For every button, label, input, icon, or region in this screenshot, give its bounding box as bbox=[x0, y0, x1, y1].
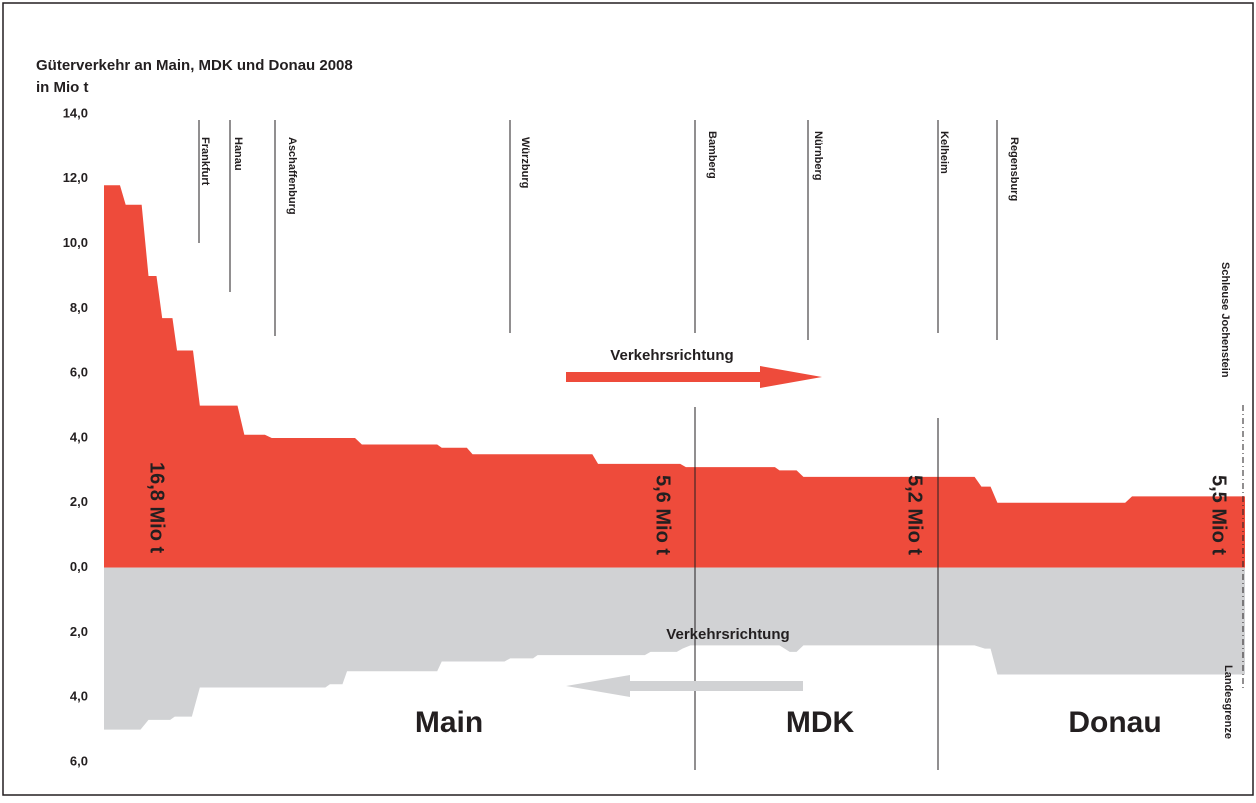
border-label: Landesgrenze bbox=[1222, 665, 1234, 739]
y-tick-label: 6,0 bbox=[70, 753, 88, 768]
arrow-left bbox=[566, 675, 803, 697]
direction-label: Verkehrsrichtung bbox=[610, 347, 733, 364]
y-tick-label: 14,0 bbox=[63, 105, 88, 120]
city-label: Regensburg bbox=[1008, 137, 1020, 201]
lock-label: Schleuse Jochenstein bbox=[1219, 262, 1231, 378]
flow-label: 5,2 Mio t bbox=[904, 475, 926, 555]
overlay: Frankfurt Hanau Aschaffenburg Würzburg B… bbox=[146, 120, 1244, 770]
y-tick-label: 6,0 bbox=[70, 365, 88, 380]
city-label: Nürnberg bbox=[812, 131, 824, 181]
arrow-right bbox=[566, 366, 822, 388]
city-label: Kelheim bbox=[938, 131, 950, 174]
section-label: MDK bbox=[786, 706, 855, 739]
plot: 14,0 12,0 10,0 8,0 6,0 4,0 2,0 0,0 2,0 4,0 6,0 bbox=[63, 105, 1245, 768]
flow-label: 16,8 Mio t bbox=[146, 462, 168, 553]
y-tick-label: 2,0 bbox=[70, 494, 88, 509]
city-label: Bamberg bbox=[706, 131, 718, 179]
city-label: Hanau bbox=[232, 137, 244, 171]
city-label: Würzburg bbox=[519, 137, 531, 188]
section-label: Main bbox=[415, 706, 483, 739]
y-tick-label: 10,0 bbox=[63, 235, 88, 250]
area bbox=[104, 567, 1245, 730]
direction-label: Verkehrsrichtung bbox=[666, 626, 789, 643]
y-tick-label: 8,0 bbox=[70, 300, 88, 315]
city-label: Frankfurt bbox=[199, 137, 211, 186]
area bbox=[104, 185, 1245, 568]
flow-label: 5,5 Mio t bbox=[1208, 475, 1230, 555]
y-tick-label: 4,0 bbox=[70, 689, 88, 704]
y-tick-label: 12,0 bbox=[63, 170, 88, 185]
y-tick-label: 4,0 bbox=[70, 429, 88, 444]
flow-label: 5,6 Mio t bbox=[652, 475, 674, 555]
chart-subtitle: in Mio t bbox=[36, 79, 89, 96]
y-tick-label: 2,0 bbox=[70, 624, 88, 639]
chart-title: Güterverkehr an Main, MDK und Donau 2008 bbox=[36, 57, 353, 74]
city-label: Aschaffenburg bbox=[286, 137, 298, 215]
y-tick-label: 0,0 bbox=[70, 559, 88, 574]
section-label: Donau bbox=[1068, 706, 1161, 739]
